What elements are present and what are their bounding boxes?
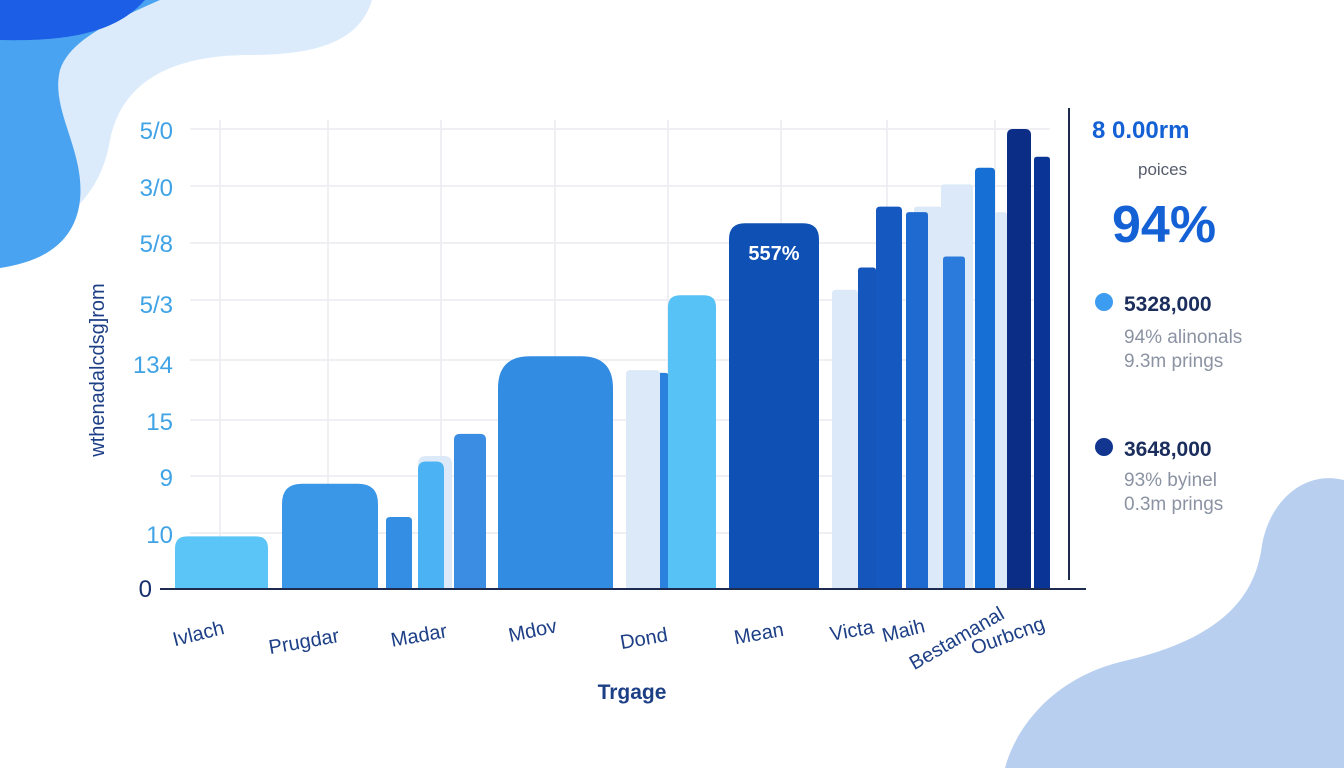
bar (498, 356, 613, 589)
x-axis-label: Trgage (598, 681, 667, 704)
x-tick-labels: Ivlach Prugdar Madar Mdov Dond Mean Victa MaihB… (171, 603, 1048, 675)
bar (1007, 129, 1031, 589)
y-tick-label: 0 (139, 576, 152, 603)
x-tick-label: Victa (828, 616, 876, 645)
y-tick-label: 9 (160, 465, 173, 492)
background-blob-bottom (1005, 478, 1344, 768)
x-tick-label: Madar (389, 620, 449, 652)
bar (175, 536, 268, 589)
bar (282, 483, 378, 589)
bar (729, 223, 819, 590)
entry-value: 3648,000 (1124, 438, 1212, 461)
bar (668, 295, 716, 589)
background-blob-dark (0, 0, 145, 41)
y-tick-label: 5/8 (140, 231, 173, 258)
bar (995, 212, 1007, 590)
bar (626, 370, 660, 589)
x-tick-label: Maih (880, 615, 927, 647)
y-tick-label: 5/0 (140, 118, 173, 145)
legend-dot (1095, 293, 1113, 311)
entry-line: 0.3m prings (1124, 494, 1223, 515)
bar-data-label: 557% (748, 243, 799, 265)
bar (832, 289, 858, 589)
bar (876, 206, 902, 589)
background-blob-light (0, 0, 372, 250)
bar (858, 267, 876, 589)
entry-line: 9.3m prings (1124, 351, 1223, 372)
bar (1034, 156, 1050, 589)
x-tick-label: Dond (619, 624, 670, 654)
bar (454, 433, 486, 589)
bar (906, 212, 928, 590)
panel-big-value: 94% (1112, 196, 1216, 254)
x-tick-label: Prugdar (267, 625, 341, 659)
y-tick-label: 5/3 (140, 292, 173, 319)
y-tick-labels: 0 10 9 15 134 5/3 5/8 3/0 5/0 (133, 118, 173, 603)
panel-caption: poices (1138, 160, 1187, 179)
x-tick-label: Mean (732, 619, 785, 649)
background-blob-mid (0, 0, 160, 268)
x-tick-label: Mdov (507, 615, 559, 647)
bar (975, 167, 995, 590)
y-tick-label: 134 (133, 352, 173, 379)
y-tick-label: 15 (146, 409, 173, 436)
summary-panel: 8 0.00rm poices 94% 5328,000 94% alinona… (1092, 117, 1242, 515)
entry-value: 5328,000 (1124, 293, 1212, 316)
y-tick-label: 10 (146, 522, 173, 549)
y-tick-label: 3/0 (140, 175, 173, 202)
bar (386, 516, 412, 589)
entry-line: 94% alinonals (1124, 327, 1242, 348)
y-axis-label: wthenadalcdsg]rom (87, 283, 109, 457)
panel-header: 8 0.00rm (1092, 117, 1189, 144)
entry-line: 93% byinel (1124, 470, 1217, 491)
bar (943, 256, 965, 589)
legend-dot (1095, 438, 1113, 456)
bar (418, 461, 444, 589)
x-tick-label: Ivlach (171, 617, 227, 651)
bars: 557% (175, 129, 1050, 590)
